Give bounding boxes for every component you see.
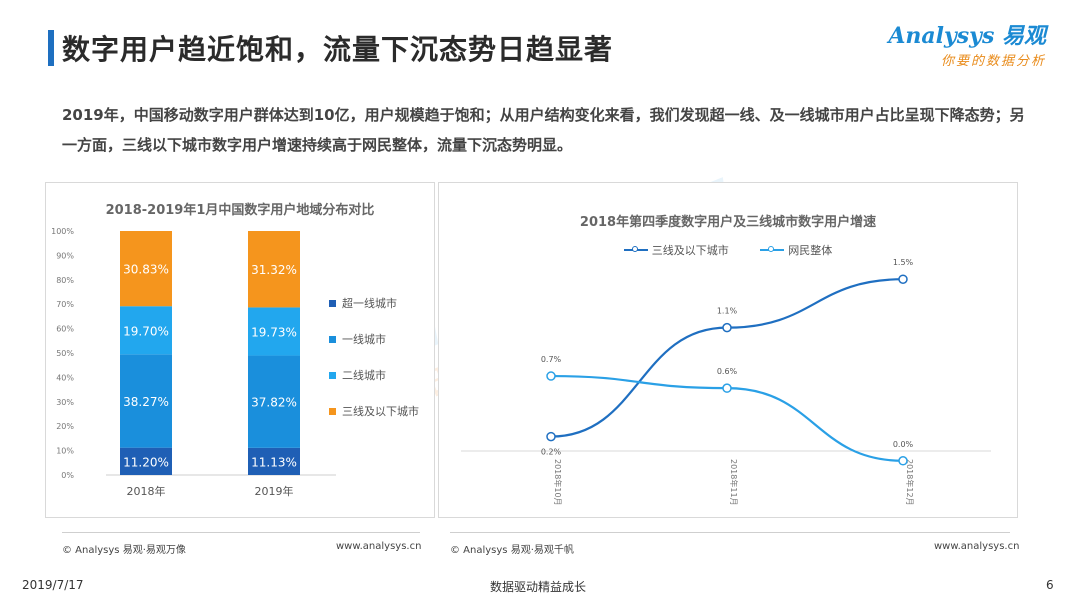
x-tick-label: 2018年 [127, 484, 166, 498]
legend-item-tier1: 一线城市 [329, 321, 419, 357]
data-point [898, 456, 908, 466]
data-point [546, 431, 556, 442]
legend-item-all-netizens: 网民整体 [760, 242, 832, 258]
x-tick-label: 2018年11月 [729, 459, 739, 506]
point-data-label: 1.1% [717, 307, 738, 316]
point-data-label: 0.7% [541, 355, 562, 364]
logo-sub-text: 你要的数据分析 [940, 54, 1046, 69]
line-chart-legend: 三线及以下城市 网民整体 [439, 241, 1017, 258]
footer-rule-left [62, 532, 420, 533]
bar-chart-title: 2018-2019年1月中国数字用户地域分布对比 [105, 203, 375, 218]
data-point [722, 383, 732, 393]
page-number: 6 [1046, 578, 1054, 592]
bar-data-label: 37.82% [251, 396, 297, 410]
bar-data-label: 30.83% [123, 263, 169, 277]
slide-slogan: 数据驱动精益成长 [490, 580, 587, 594]
y-tick-label: 70% [56, 300, 74, 309]
bar-data-label: 11.13% [251, 455, 297, 469]
y-tick-label: 90% [56, 251, 74, 260]
bar-segment [248, 355, 300, 448]
page-title: 数字用户趋近饱和，流量下沉态势日趋显著 [62, 33, 614, 66]
footer-left-url: www.analysys.cn [336, 541, 422, 552]
bar-segment [248, 447, 300, 475]
legend-item-tier2: 二线城市 [329, 357, 419, 393]
y-tick-label: 30% [56, 398, 74, 407]
bar-data-label: 11.20% [123, 455, 169, 469]
bar-chart-legend: 超一线城市 一线城市 二线城市 三线及以下城市 [329, 285, 419, 429]
bar-segment [120, 306, 172, 355]
legend-label: 二线城市 [342, 369, 386, 382]
brand-logo: Analysys 易观 你要的数据分析 [888, 18, 1046, 69]
x-tick-label: 2018年12月 [905, 459, 915, 506]
slide-date: 2019/7/17 [22, 578, 84, 592]
bar-segment [120, 447, 172, 475]
data-point [898, 274, 908, 284]
legend-label: 三线及以下城市 [342, 405, 419, 418]
line-chart-panel: 2018年第四季度数字用户及三线城市数字用户增速 三线及以下城市 网民整体 20… [438, 182, 1018, 518]
point-data-label: 1.5% [893, 258, 914, 267]
line-chart-svg: 2018年10月 2018年11月 2018年12月 0.2% 1.1% 1.5% 0.7%… [461, 258, 991, 506]
title-accent-bar [48, 30, 54, 66]
y-tick-label: 100% [51, 227, 74, 236]
bar-segment [120, 231, 172, 307]
y-tick-label: 60% [56, 325, 74, 334]
footer-right-url: www.analysys.cn [934, 541, 1020, 552]
bar-data-label: 38.27% [123, 395, 169, 409]
intro-paragraph: 2019年，中国移动数字用户群体达到10亿，用户规模趋于饱和；从用户结构变化来看… [62, 106, 1025, 154]
point-data-label: 0.2% [541, 448, 562, 457]
bar-data-label: 31.32% [251, 263, 297, 277]
bar-segment [248, 307, 300, 356]
footer-left-copyright: © Analysys 易观·易观万像 [62, 545, 186, 556]
legend-label: 网民整体 [788, 244, 833, 257]
footer-right-copyright: © Analysys 易观·易观千帆 [450, 545, 574, 556]
y-tick-label: 20% [56, 422, 74, 431]
x-tick-label: 2019年 [255, 484, 294, 498]
bar-segment [120, 354, 172, 448]
legend-item-super-tier1: 超一线城市 [329, 285, 419, 321]
footer-rule-right [450, 532, 1010, 533]
point-data-label: 0.6% [717, 367, 738, 376]
point-data-label: 0.0% [893, 440, 914, 449]
legend-label: 一线城市 [342, 333, 386, 346]
logo-main-text: Analysys 易观 [888, 23, 1046, 49]
y-tick-label: 10% [56, 447, 74, 456]
y-tick-label: 40% [56, 373, 74, 382]
legend-item-tier3-below: 三线及以下城市 [329, 393, 419, 429]
data-point [722, 322, 732, 333]
series-line [550, 278, 904, 438]
legend-label: 三线及以下城市 [651, 244, 729, 257]
legend-item-tier3-below: 三线及以下城市 [623, 242, 729, 258]
bar-chart-panel: 2018-2019年1月中国数字用户地域分布对比 0% 10% 20% 30% 40% 5… [45, 182, 435, 518]
bar-segment [248, 231, 300, 308]
x-tick-label: 2018年10月 [553, 459, 563, 506]
bar-data-label: 19.70% [123, 324, 169, 338]
line-chart-title: 2018年第四季度数字用户及三线城市数字用户增速 [579, 215, 877, 230]
data-point [546, 371, 556, 381]
y-tick-label: 50% [56, 349, 74, 358]
bar-data-label: 19.73% [251, 325, 297, 339]
legend-label: 超一线城市 [342, 297, 397, 310]
y-tick-label: 80% [56, 276, 74, 285]
bar-chart-svg: 0% 10% 20% 30% 40% 50% 60% 70% 80% 90% 100% 11.20% 3… [51, 227, 336, 498]
y-tick-label: 0% [61, 471, 74, 480]
